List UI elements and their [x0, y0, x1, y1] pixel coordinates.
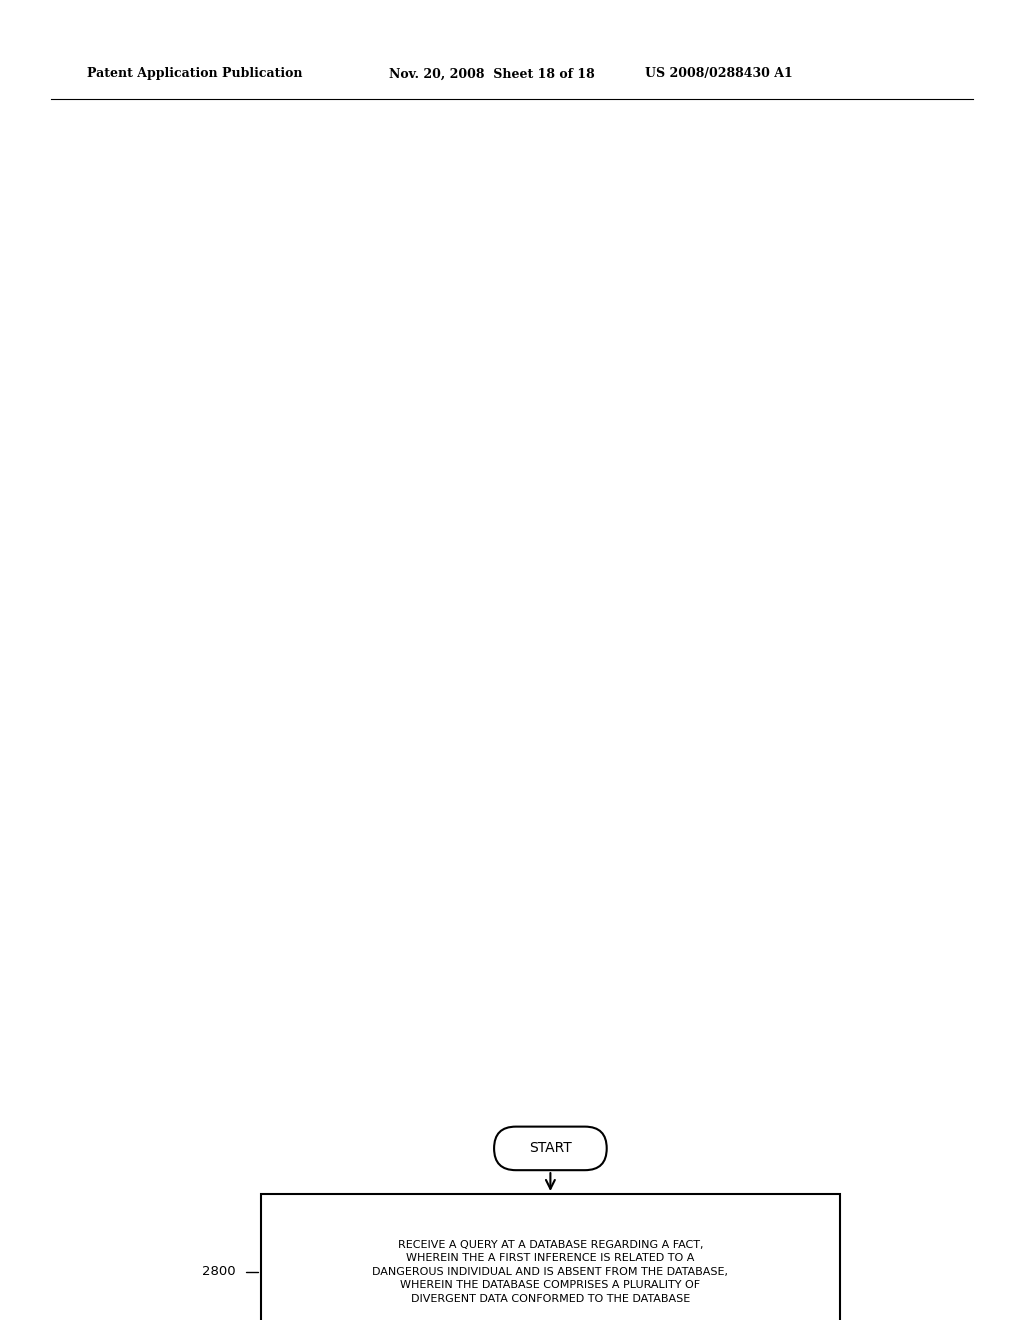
Text: Patent Application Publication: Patent Application Publication: [87, 67, 302, 81]
Text: US 2008/0288430 A1: US 2008/0288430 A1: [645, 67, 793, 81]
Text: Nov. 20, 2008  Sheet 18 of 18: Nov. 20, 2008 Sheet 18 of 18: [389, 67, 595, 81]
Text: START: START: [529, 1142, 571, 1155]
Bar: [261, 1193, 840, 1320]
Text: 2800: 2800: [202, 1266, 236, 1278]
Text: RECEIVE A QUERY AT A DATABASE REGARDING A FACT,
WHEREIN THE A FIRST INFERENCE IS: RECEIVE A QUERY AT A DATABASE REGARDING …: [373, 1239, 728, 1304]
FancyBboxPatch shape: [494, 1127, 606, 1171]
